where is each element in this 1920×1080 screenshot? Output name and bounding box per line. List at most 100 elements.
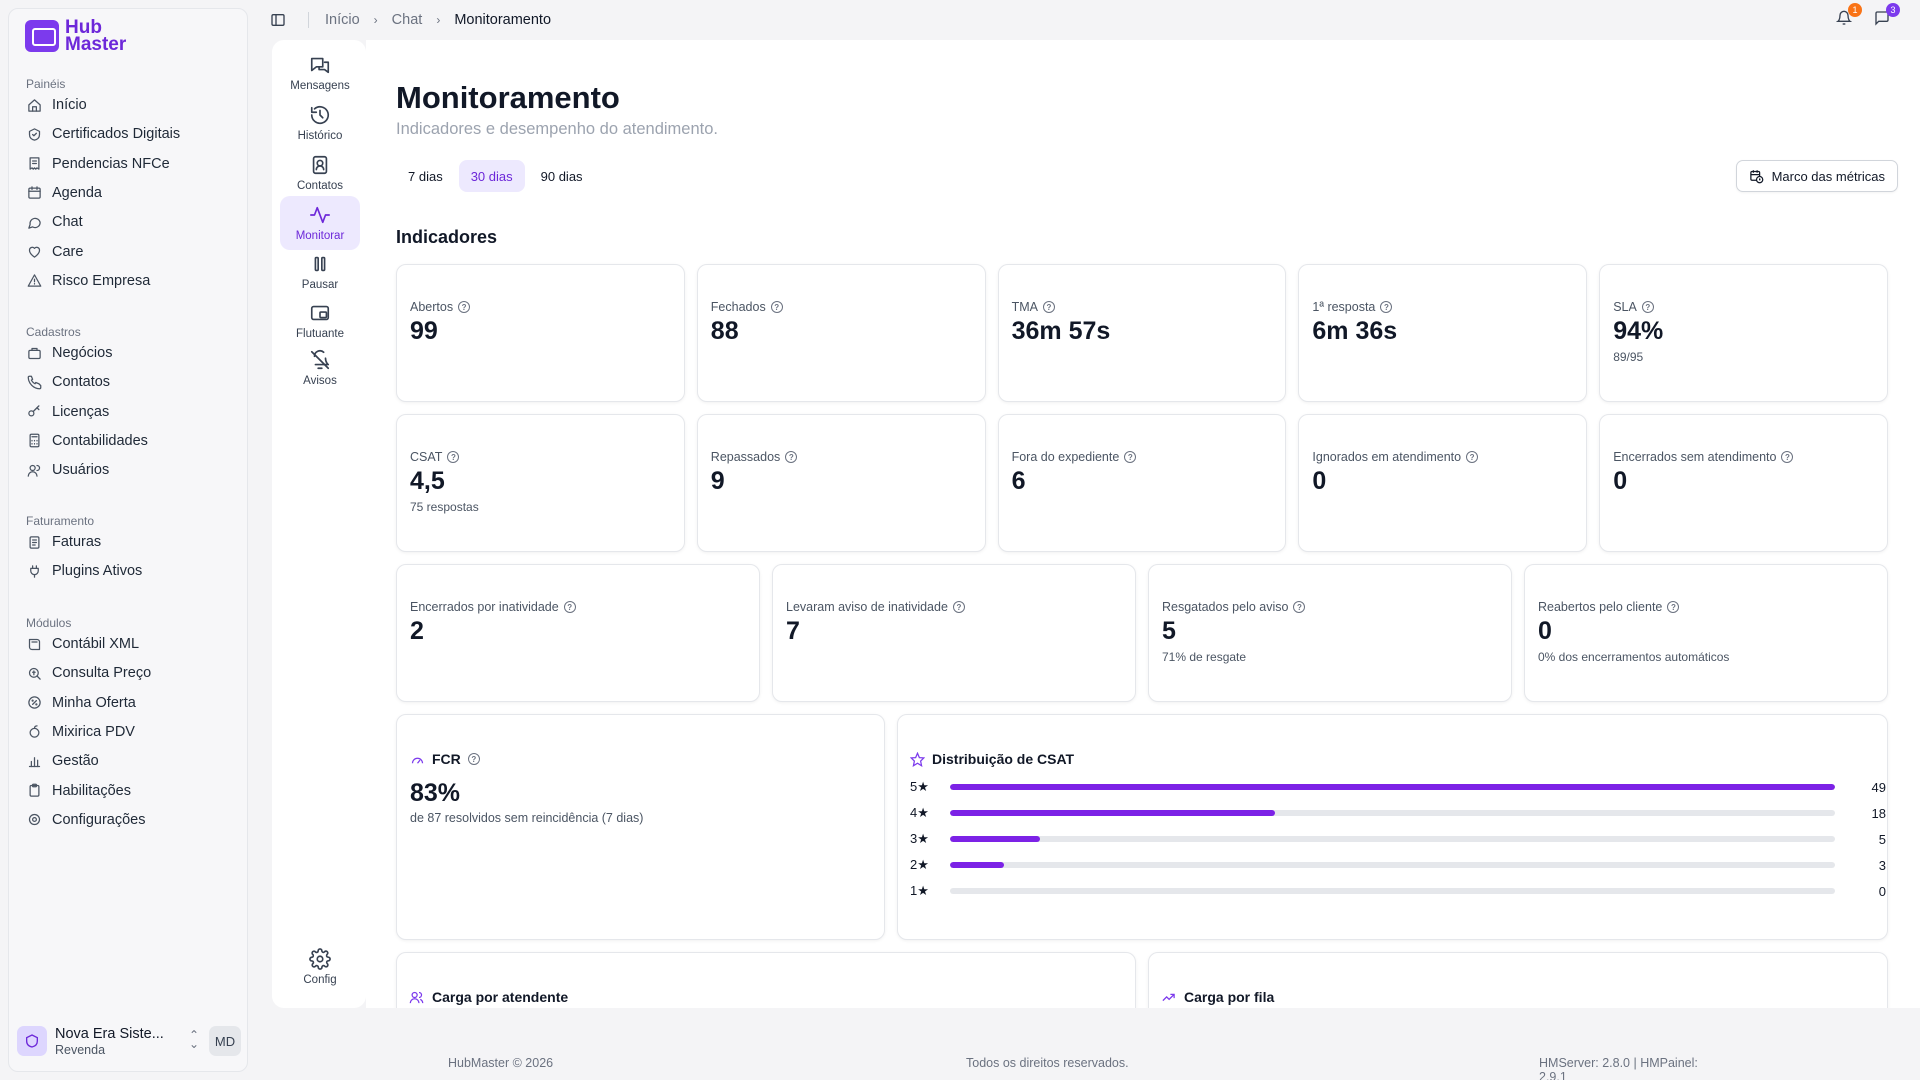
sidebar-item-negocios[interactable]: Negócios xyxy=(23,338,233,368)
help-icon[interactable]: ? xyxy=(1781,451,1794,463)
help-icon[interactable]: ? xyxy=(467,753,480,765)
help-icon[interactable]: ? xyxy=(1293,601,1306,613)
org-switcher[interactable]: Nova Era Siste... Revenda ⌃ ⌄ MD xyxy=(17,1019,241,1063)
rail-item-historico[interactable]: Histórico xyxy=(280,96,360,150)
kpi-value: 99 xyxy=(410,317,438,345)
search-price-icon xyxy=(27,666,42,681)
kpi-label: Encerrados sem atendimento xyxy=(1613,450,1777,464)
breadcrumb-home[interactable]: Início xyxy=(325,12,360,28)
help-icon[interactable]: ? xyxy=(1641,301,1654,313)
sidebar-item-risco-empresa[interactable]: Risco Empresa xyxy=(23,266,233,296)
kpi-value: 0 xyxy=(1312,467,1327,495)
messages-count-badge: 3 xyxy=(1886,3,1900,17)
kpi-value: 0 xyxy=(1613,467,1628,495)
period-90-days[interactable]: 90 dias xyxy=(540,168,583,184)
kpi-label: 1ª resposta xyxy=(1312,300,1376,314)
page-title: Monitoramento xyxy=(396,80,620,115)
kpi-label: Abertos xyxy=(410,300,454,314)
org-role: Revenda xyxy=(55,1042,106,1057)
calendar-clock-icon xyxy=(1749,169,1763,183)
sidebar-item-plugins-ativos[interactable]: Plugins Ativos xyxy=(23,556,233,586)
sidebar-item-contatos[interactable]: Contatos xyxy=(23,367,233,397)
period-7-days[interactable]: 7 dias xyxy=(408,168,443,184)
help-icon[interactable]: ? xyxy=(785,451,798,463)
sidebar-item-agenda[interactable]: Agenda xyxy=(23,178,233,208)
sidebar-item-label: Pendencias NFCe xyxy=(52,155,170,172)
footer-rights: Todos os direitos reservados. xyxy=(966,1056,1129,1070)
rail-item-avisos[interactable]: Avisos xyxy=(280,341,360,395)
sidebar-item-label: Contabilidades xyxy=(52,432,148,449)
sidebar-item-care[interactable]: Care xyxy=(23,237,233,267)
rail-item-config[interactable]: Config xyxy=(280,940,360,994)
chevron-right-icon: › xyxy=(436,13,441,27)
rail-item-pausar[interactable]: Pausar xyxy=(280,245,360,299)
hubmaster-logo[interactable]: Hub Master xyxy=(25,18,127,55)
help-icon[interactable]: ? xyxy=(447,451,460,463)
main-content: Monitoramento Indicadores e desempenho d… xyxy=(366,40,1920,1008)
help-icon[interactable]: ? xyxy=(563,601,576,613)
marco-metricas-button[interactable]: Marco das métricas xyxy=(1735,160,1898,192)
activity-icon xyxy=(309,204,331,226)
shield-icon xyxy=(27,127,42,142)
sidebar-item-certificados-digitais[interactable]: Certificados Digitais xyxy=(23,119,233,149)
sidebar-item-consulta-preco[interactable]: Consulta Preço xyxy=(23,658,233,688)
sidebar-section-title: Cadastros xyxy=(26,325,81,339)
phone-icon xyxy=(27,375,42,390)
logo-icon xyxy=(25,20,59,52)
sidebar-item-inicio[interactable]: Início xyxy=(23,90,233,120)
help-icon[interactable]: ? xyxy=(1380,301,1393,313)
sidebar-item-licencas[interactable]: Licenças xyxy=(23,397,233,427)
rail-item-monitorar[interactable]: Monitorar xyxy=(280,196,360,250)
sidebar-item-label: Certificados Digitais xyxy=(52,126,181,143)
sidebar-item-chat[interactable]: Chat xyxy=(23,207,233,237)
sidebar-item-configuracoes[interactable]: Configurações xyxy=(23,805,233,835)
messages-icon[interactable]: 3 xyxy=(1874,3,1900,28)
kpi-card: Ignorados em atendimento? 0 xyxy=(1298,414,1588,552)
rail-item-contatos[interactable]: Contatos xyxy=(280,146,360,200)
topbar: Início › Chat › Monitoramento 1 3 xyxy=(270,0,1910,40)
kpi-note: 0% dos encerramentos automáticos xyxy=(1538,650,1730,664)
sidebar-item-mixirica-pdv[interactable]: Mixirica PDV xyxy=(23,717,233,747)
sidebar-item-contabil-xml[interactable]: Contábil XML xyxy=(23,629,233,659)
help-icon[interactable]: ? xyxy=(1042,301,1055,313)
sidebar-item-label: Plugins Ativos xyxy=(52,563,143,580)
toggle-sidebar-icon[interactable] xyxy=(270,12,286,28)
fruit-icon xyxy=(27,724,42,739)
kpi-value: 36m 57s xyxy=(1011,317,1111,345)
notifications-bell-icon[interactable]: 1 xyxy=(1835,3,1862,28)
sidebar-item-faturas[interactable]: Faturas xyxy=(23,527,233,557)
csat-bar-row: 5★ 49 xyxy=(910,779,1886,795)
chevrons-up-down-icon[interactable]: ⌃ ⌄ xyxy=(188,1028,199,1051)
sidebar-item-minha-oferta[interactable]: Minha Oferta xyxy=(23,688,233,718)
sidebar-item-habilitacoes[interactable]: Habilitações xyxy=(23,776,233,806)
rail-item-mensagens[interactable]: Mensagens xyxy=(280,46,360,100)
sidebar-item-pendencias-nfce[interactable]: Pendencias NFCe xyxy=(23,149,233,179)
sidebar-item-contabilidades[interactable]: Contabilidades xyxy=(23,426,233,456)
help-icon[interactable]: ? xyxy=(952,601,965,613)
sidebar-item-label: Gestão xyxy=(52,753,99,770)
load-by-queue-title: Carga por fila xyxy=(1184,989,1275,1005)
sidebar-item-usuarios[interactable]: Usuários xyxy=(23,455,233,485)
help-icon[interactable]: ? xyxy=(770,301,783,313)
kpi-card: SLA? 94% 89/95 xyxy=(1599,264,1888,402)
user-avatar[interactable]: MD xyxy=(209,1026,241,1056)
help-icon[interactable]: ? xyxy=(458,301,471,313)
help-icon[interactable]: ? xyxy=(1667,601,1680,613)
csat-bar-track xyxy=(950,888,1835,894)
divider xyxy=(308,12,309,28)
breadcrumb-chat[interactable]: Chat xyxy=(391,12,423,28)
sidebar-section-title: Faturamento xyxy=(26,514,95,528)
sidebar-item-label: Mixirica PDV xyxy=(52,723,135,740)
rail-label: Monitorar xyxy=(295,230,345,242)
badge-percent-icon xyxy=(27,695,42,710)
kpi-label: Resgatados pelo aviso xyxy=(1162,600,1289,614)
help-icon[interactable]: ? xyxy=(1124,451,1137,463)
csat-bar-fill xyxy=(950,810,1276,816)
help-icon[interactable]: ? xyxy=(1466,451,1479,463)
rail-label: Pausar xyxy=(301,279,339,291)
period-30-days[interactable]: 30 dias xyxy=(458,160,525,192)
kpi-label: SLA xyxy=(1613,300,1637,314)
rail-item-flutuante[interactable]: Flutuante xyxy=(280,294,360,348)
logo-line2: Master xyxy=(65,34,127,55)
sidebar-item-gestao[interactable]: Gestão xyxy=(23,746,233,776)
